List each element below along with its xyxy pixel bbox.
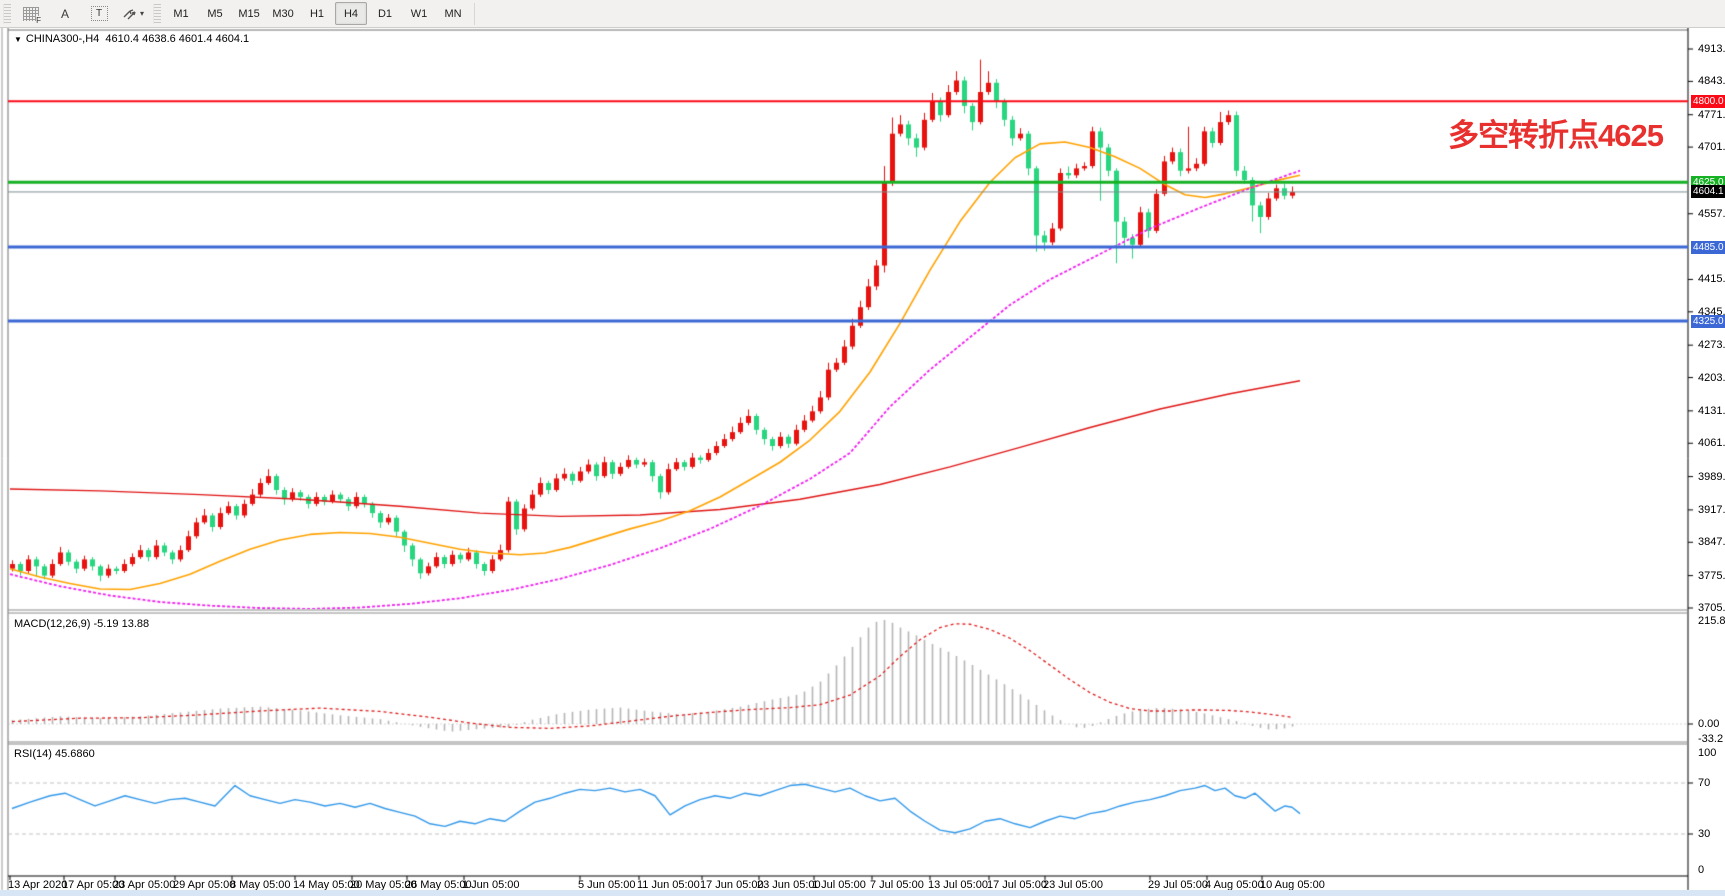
text-label-icon: T	[90, 6, 108, 21]
price-tick-label: 3705.0	[1698, 602, 1725, 614]
timeframe-d1-button[interactable]: D1	[377, 7, 393, 20]
price-tick-label: 4913.0	[1698, 43, 1725, 55]
price-line-badge: 4325.0	[1691, 314, 1725, 328]
rsi-scale-label: 70	[1698, 777, 1711, 789]
rsi-indicator-label: RSI(14) 45.6860	[14, 748, 95, 760]
price-tick-label: 4415.0	[1698, 273, 1725, 286]
time-tick-label: 10 Aug 05:00	[1260, 879, 1325, 891]
price-tick-label: 4771.0	[1698, 108, 1725, 121]
time-tick-label: 1 Jul 05:00	[812, 879, 866, 891]
toolbar: F A T ▾ M1 M5 M15 M30 H1 H4 D1 W1 MN	[0, 0, 1725, 28]
price-tick-label: 3989.0	[1698, 470, 1725, 483]
toolbar-drag-handle[interactable]	[153, 3, 162, 24]
new-order-button[interactable]: F	[15, 2, 47, 25]
toolbar-separator	[474, 2, 476, 25]
macd-scale-label: 215.81	[1698, 615, 1725, 627]
horizontal-scrollbar[interactable]	[0, 890, 1725, 896]
timeframe-m1-button[interactable]: M1	[173, 7, 189, 20]
line-studies-icon	[123, 8, 136, 19]
price-tick-label: 3847.0	[1698, 536, 1725, 549]
price-line-badge: 4800.0	[1691, 94, 1725, 108]
timeframe-w1-button[interactable]: W1	[410, 7, 428, 20]
price-tick-label: 4701.0	[1698, 141, 1725, 154]
insert-arrow-icon: A	[60, 6, 69, 21]
price-line-badge: 4485.0	[1691, 240, 1725, 254]
insert-text-button[interactable]: T	[83, 2, 115, 25]
chart-symbol-timeframe: CHINA300-,H4	[25, 33, 100, 45]
time-tick-label: 17 Jun 05:00	[700, 879, 764, 891]
time-tick-label: 11 Jun 05:00	[637, 879, 700, 891]
time-tick-label: 1 Jun 05:00	[462, 879, 520, 891]
timeframe-m5-button[interactable]: M5	[207, 7, 223, 20]
time-tick-label: 17 Apr 05:00	[62, 879, 125, 891]
time-tick-label: 23 Jul 05:00	[1043, 879, 1103, 891]
timeframe-m15-button[interactable]: M15	[238, 7, 260, 20]
time-tick-label: 29 Jul 05:00	[1148, 879, 1208, 891]
chart-ohlc-values: 4610.4 4638.6 4601.4 4604.1	[105, 33, 250, 45]
toolbar-drag-handle[interactable]	[3, 3, 11, 24]
time-tick-label: 20 May 05:00	[350, 879, 417, 891]
chart-annotation-text: 多空转折点4625	[1448, 118, 1664, 153]
time-tick-label: 7 Jul 05:00	[870, 879, 924, 891]
chart-title: ▼ CHINA300-,H4 4610.4 4638.6 4601.4 4604.…	[14, 33, 249, 45]
timeframe-h1-button[interactable]: H1	[309, 7, 325, 20]
time-tick-label: 13 Apr 2020	[8, 879, 68, 891]
macd-scale-label: 0.00	[1698, 718, 1720, 730]
time-tick-label: 17 Jul 05:00	[987, 879, 1047, 891]
price-tick-label: 4203.0	[1698, 371, 1725, 384]
price-tick-label: 4131.0	[1698, 404, 1725, 417]
time-tick-label: 26 May 05:00	[405, 879, 472, 891]
time-tick-label: 23 Apr 05:00	[113, 879, 176, 891]
price-tick-label: 4843.0	[1698, 75, 1725, 88]
price-tick-label: 4557.0	[1698, 207, 1725, 220]
rsi-scale-label: 30	[1698, 828, 1711, 840]
time-tick-label: 8 May 05:00	[230, 879, 291, 891]
time-tick-label: 14 May 05:00	[293, 879, 360, 891]
price-line-badge: 4604.1	[1691, 185, 1725, 199]
new-order-icon: F	[23, 6, 41, 25]
time-tick-label: 5 Jun 05:00	[578, 879, 636, 891]
timeframe-m30-button[interactable]: M30	[272, 7, 294, 20]
chart-dropdown-icon[interactable]: ▼	[14, 35, 22, 44]
insert-arrow-button[interactable]: A	[49, 2, 81, 25]
time-tick-label: 23 Jun 05:00	[757, 879, 821, 891]
timeframe-h4-button[interactable]: H4	[335, 2, 368, 25]
time-tick-label: 4 Aug 05:00	[1205, 879, 1264, 891]
chevron-down-icon: ▾	[140, 9, 145, 18]
time-tick-label: 13 Jul 05:00	[928, 879, 988, 891]
price-tick-label: 3917.0	[1698, 503, 1725, 516]
rsi-scale-label: 0	[1698, 864, 1705, 876]
price-tick-label: 3775.0	[1698, 569, 1725, 582]
price-tick-label: 4273.0	[1698, 339, 1725, 352]
price-tick-label: 4061.0	[1698, 437, 1725, 450]
timeframe-mn-button[interactable]: MN	[444, 7, 462, 20]
rsi-scale-label: 100	[1698, 747, 1717, 759]
time-tick-label: 29 Apr 05:00	[173, 879, 236, 891]
macd-indicator-label: MACD(12,26,9) -5.19 13.88	[14, 618, 150, 630]
line-studies-button[interactable]: ▾	[117, 2, 149, 25]
macd-scale-label: -33.2	[1698, 732, 1724, 745]
